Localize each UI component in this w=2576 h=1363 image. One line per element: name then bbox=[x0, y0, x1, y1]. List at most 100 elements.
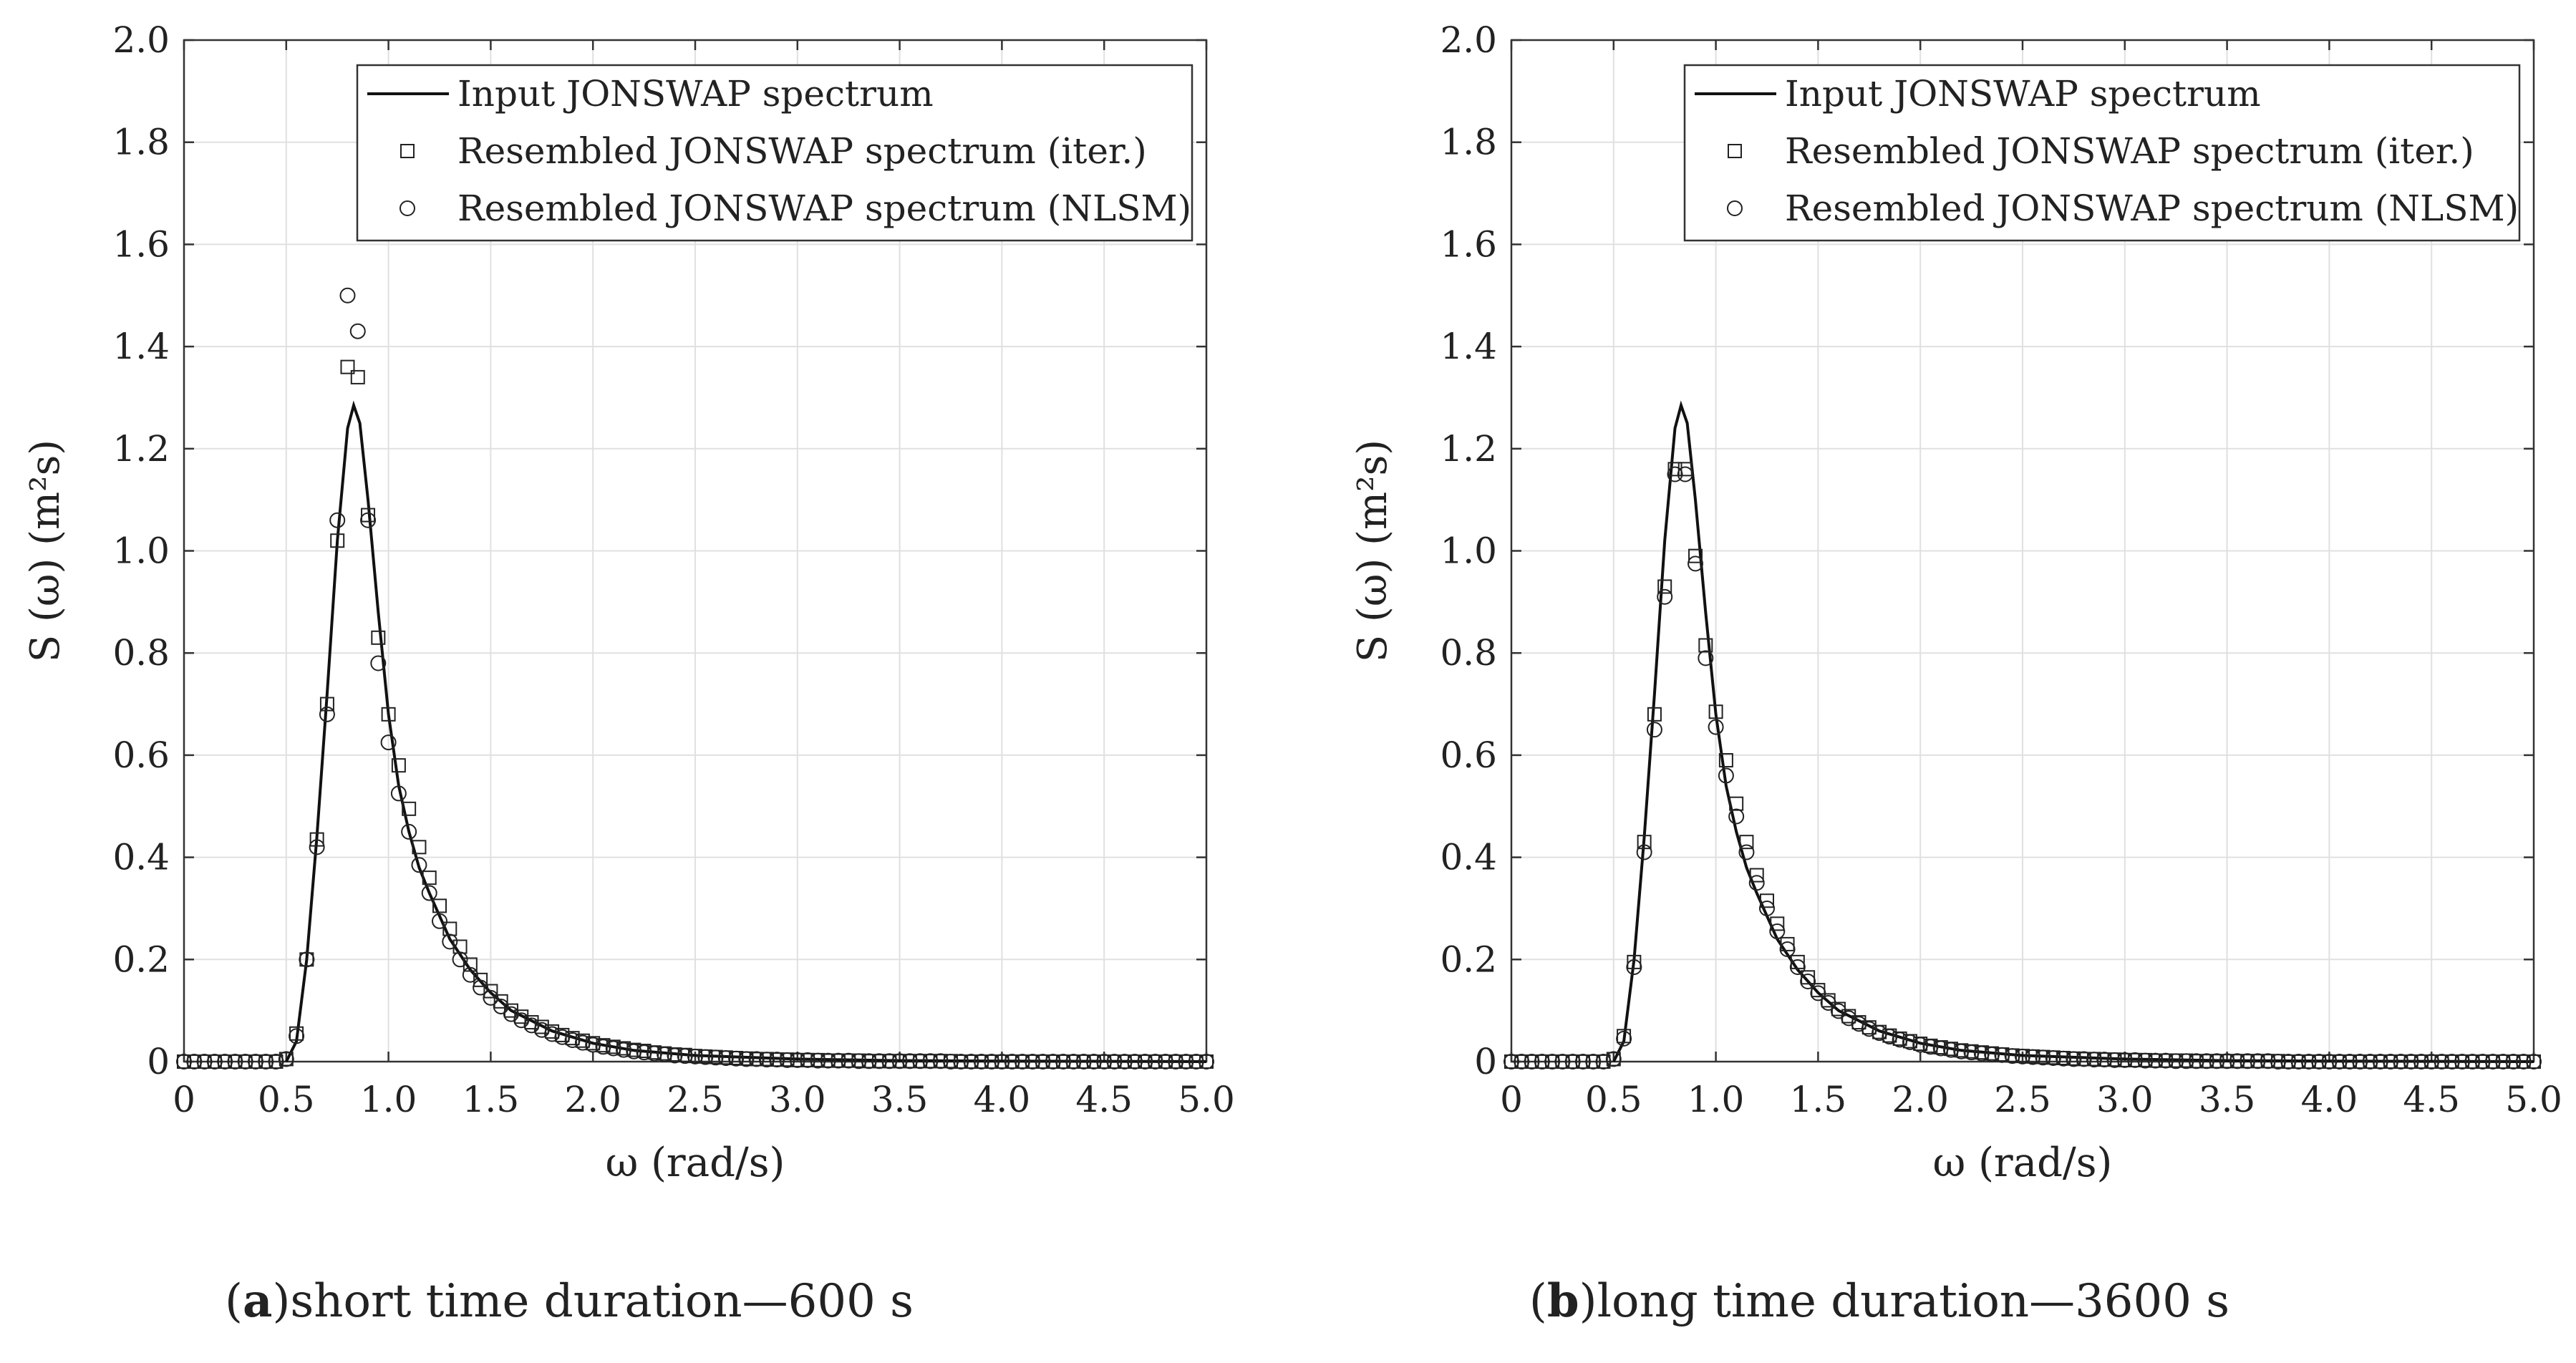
caption-b-letter: b bbox=[1546, 1274, 1579, 1328]
data-point-nlsm bbox=[841, 1052, 857, 1069]
data-point-nlsm bbox=[697, 1049, 714, 1065]
data-point-nlsm bbox=[360, 512, 377, 528]
y-tick-label: 0.6 bbox=[112, 734, 170, 776]
x-tick-label: 1.0 bbox=[1688, 1079, 1745, 1120]
data-point-iter bbox=[1647, 707, 1662, 722]
caption-a-letter: a bbox=[242, 1274, 273, 1328]
data-point-nlsm bbox=[1147, 1054, 1163, 1069]
data-point-nlsm bbox=[2066, 1051, 2082, 1067]
data-point-nlsm bbox=[2004, 1048, 2020, 1064]
data-point-nlsm bbox=[523, 1017, 540, 1034]
data-point-nlsm bbox=[2352, 1054, 2368, 1069]
caption-a-text: short time duration—600 s bbox=[290, 1275, 914, 1328]
legend-entry-label: Resembled JONSWAP spectrum (NLSM) bbox=[1785, 188, 2519, 229]
x-axis-label: ω (rad/s) bbox=[1933, 1140, 2113, 1186]
y-tick-label: 0.6 bbox=[1440, 734, 1497, 776]
data-point-nlsm bbox=[411, 857, 427, 873]
data-point-nlsm bbox=[2127, 1052, 2144, 1068]
data-point-nlsm bbox=[1014, 1054, 1030, 1069]
caption-b: (b)long time duration—3600 s bbox=[1529, 1274, 2230, 1328]
x-tick-label: 2.0 bbox=[1892, 1079, 1949, 1120]
data-point-nlsm bbox=[1605, 1051, 1622, 1067]
legend-box bbox=[356, 64, 1193, 242]
data-point-nlsm bbox=[2096, 1052, 2113, 1068]
data-point-nlsm bbox=[370, 655, 387, 671]
data-point-nlsm bbox=[278, 1051, 294, 1067]
legend: Input JONSWAP spectrum Resembled JONSWAP … bbox=[1683, 64, 2521, 242]
x-tick-label: 2.0 bbox=[564, 1079, 621, 1120]
data-point-nlsm bbox=[1800, 973, 1816, 989]
data-point-nlsm bbox=[738, 1051, 755, 1067]
data-point-nlsm bbox=[1912, 1037, 1929, 1053]
data-point-iter bbox=[381, 707, 396, 722]
x-axis-label: ω (rad/s) bbox=[606, 1140, 785, 1186]
data-point-nlsm bbox=[247, 1054, 263, 1069]
data-point-nlsm bbox=[1810, 985, 1826, 1001]
data-point-nlsm bbox=[2250, 1053, 2266, 1069]
y-tick-label: 1.4 bbox=[112, 326, 170, 367]
y-tick-label: 2.0 bbox=[112, 19, 170, 61]
data-point-iter bbox=[1627, 954, 1642, 969]
data-point-nlsm bbox=[1075, 1054, 1092, 1069]
data-point-iter bbox=[412, 840, 427, 855]
data-point-nlsm bbox=[1199, 1054, 1214, 1069]
data-point-nlsm bbox=[289, 1028, 305, 1044]
data-point-nlsm bbox=[1106, 1054, 1123, 1069]
data-point-nlsm bbox=[1708, 719, 1724, 735]
data-point-nlsm bbox=[748, 1051, 765, 1067]
data-point-nlsm bbox=[452, 951, 468, 968]
x-tick-label: 1.5 bbox=[463, 1079, 520, 1120]
data-point-nlsm bbox=[1667, 466, 1683, 482]
data-point-nlsm bbox=[2209, 1053, 2225, 1069]
data-point-iter bbox=[361, 508, 376, 523]
data-point-nlsm bbox=[473, 979, 489, 996]
legend-entry-label: Resembled JONSWAP spectrum (iter.) bbox=[1785, 130, 2474, 172]
data-point-iter bbox=[350, 369, 365, 384]
data-point-iter bbox=[330, 533, 345, 548]
data-point-nlsm bbox=[1004, 1054, 1020, 1069]
data-point-nlsm bbox=[728, 1050, 745, 1067]
data-point-nlsm bbox=[891, 1053, 908, 1069]
data-point-nlsm bbox=[1646, 722, 1662, 738]
data-point-nlsm bbox=[861, 1053, 877, 1069]
data-point-iter bbox=[1790, 954, 1805, 969]
data-point-nlsm bbox=[2116, 1052, 2133, 1068]
data-point-nlsm bbox=[2474, 1054, 2491, 1069]
data-point-nlsm bbox=[1534, 1054, 1550, 1069]
x-tick-label: 4.0 bbox=[974, 1079, 1031, 1120]
data-point-nlsm bbox=[299, 951, 315, 968]
data-point-nlsm bbox=[912, 1053, 929, 1069]
data-point-nlsm bbox=[513, 1012, 530, 1029]
data-point-nlsm bbox=[943, 1054, 959, 1069]
data-point-nlsm bbox=[1657, 588, 1673, 605]
data-point-iter bbox=[1729, 796, 1744, 811]
data-point-nlsm bbox=[1738, 844, 1755, 860]
data-point-nlsm bbox=[2056, 1050, 2072, 1067]
data-point-nlsm bbox=[595, 1039, 611, 1055]
data-point-nlsm bbox=[963, 1054, 979, 1069]
y-tick-label: 1.0 bbox=[1440, 530, 1497, 572]
data-point-nlsm bbox=[1688, 556, 1704, 572]
data-point-nlsm bbox=[1973, 1045, 1990, 1062]
data-point-nlsm bbox=[1137, 1054, 1153, 1069]
data-point-iter bbox=[309, 832, 324, 847]
x-tick-label: 0 bbox=[1500, 1079, 1523, 1120]
data-point-nlsm bbox=[1698, 650, 1714, 666]
data-point-nlsm bbox=[2505, 1054, 2522, 1069]
data-point-nlsm bbox=[2178, 1053, 2194, 1069]
data-point-nlsm bbox=[1157, 1054, 1173, 1069]
data-point-nlsm bbox=[901, 1053, 918, 1069]
legend-entry-label: Input JONSWAP spectrum bbox=[457, 73, 934, 115]
data-point-iter bbox=[452, 939, 468, 954]
data-point-nlsm bbox=[206, 1054, 223, 1069]
y-tick-label: 1.4 bbox=[1440, 326, 1497, 367]
x-tick-label: 5.0 bbox=[1178, 1079, 1235, 1120]
data-point-nlsm bbox=[1748, 875, 1765, 891]
data-point-nlsm bbox=[1085, 1054, 1102, 1069]
data-point-nlsm bbox=[2331, 1054, 2348, 1069]
data-point-nlsm bbox=[1065, 1054, 1082, 1069]
x-tick-label: 4.5 bbox=[2403, 1079, 2460, 1120]
data-point-nlsm bbox=[380, 734, 397, 751]
data-point-nlsm bbox=[1892, 1032, 1908, 1048]
data-point-nlsm bbox=[717, 1050, 734, 1067]
